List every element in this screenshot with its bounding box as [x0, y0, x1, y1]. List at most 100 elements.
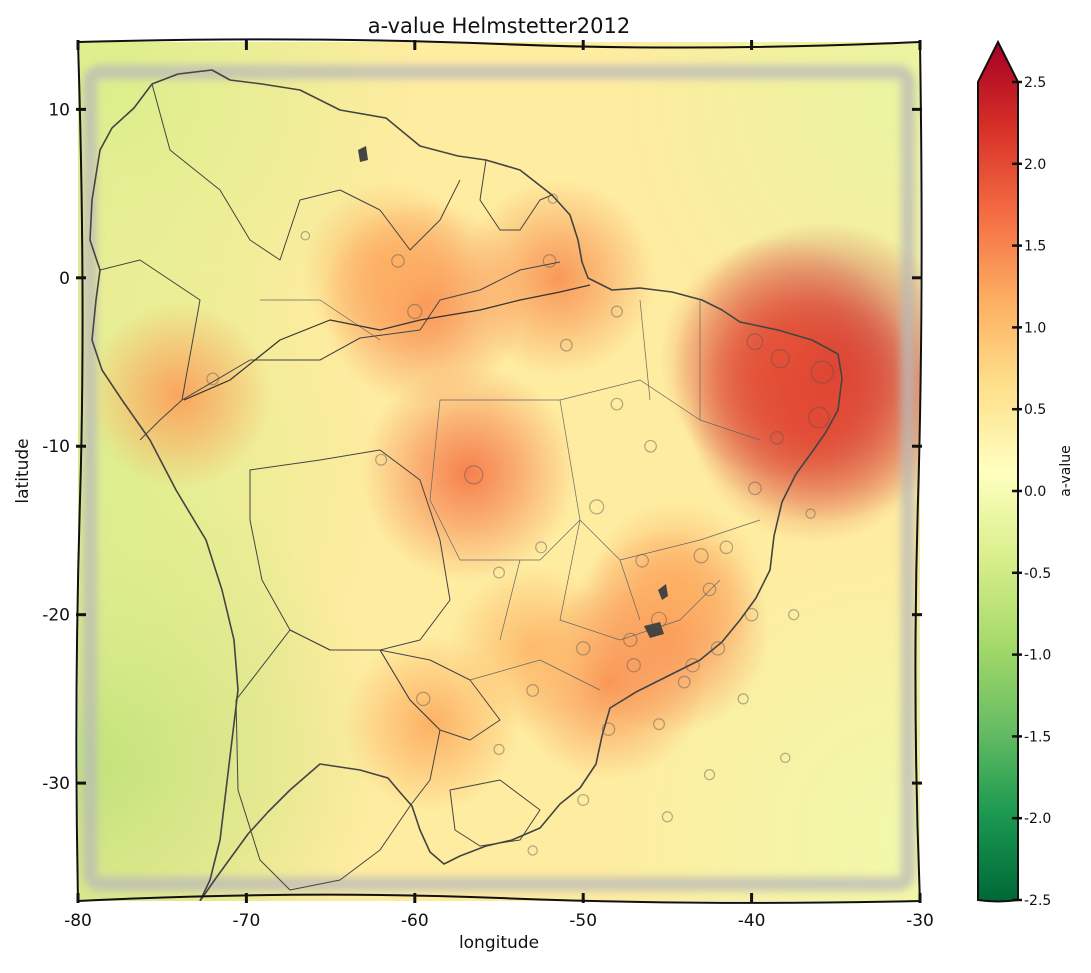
event-marker [535, 541, 548, 554]
hotspot-region [301, 181, 478, 358]
event-marker [748, 481, 762, 496]
event-marker [601, 722, 616, 736]
event-marker [635, 553, 649, 568]
border-peru-ecuador [99, 259, 201, 441]
x-tick-label: -50 [569, 911, 597, 931]
event-marker [770, 431, 784, 445]
hotspot-region [449, 565, 616, 732]
event-marker [644, 439, 657, 453]
event-marker [744, 607, 759, 622]
x-tick-label: -30 [906, 911, 934, 931]
event-marker [464, 465, 484, 485]
colorbar-tick-label: 2.5 [1024, 75, 1046, 91]
colorbar-tick-label: -0.5 [1024, 566, 1051, 582]
border-brazil-west [181, 261, 561, 401]
state-lines [260, 299, 761, 691]
colorbar-tick-label: -2.5 [1024, 893, 1051, 909]
hotspot-region [86, 302, 272, 489]
event-marker [526, 684, 540, 697]
coastline [151, 69, 843, 901]
event-marker [206, 372, 220, 386]
event-marker [770, 349, 790, 369]
event-marker [589, 499, 605, 515]
hotspot-region [361, 365, 576, 581]
y-tick-label: 10 [48, 100, 70, 120]
colorbar-ticks: 2.5 2.0 1.5 1.0 0.5 0.0 -0.5 -1.0 -1.5 -2.0 -2.5 [1012, 75, 1051, 909]
event-marker [652, 718, 665, 731]
andes-west-coast [89, 83, 239, 901]
colorbar-gradient [977, 39, 1019, 903]
y-axis-label: latitude [13, 438, 33, 503]
event-marker [493, 743, 505, 756]
colorbar-tick-label: 0.5 [1024, 402, 1046, 418]
event-marker [577, 793, 590, 806]
event-marker [610, 397, 624, 411]
hotspot-region [587, 501, 764, 678]
event-marker [610, 305, 623, 318]
event-marker [780, 752, 791, 764]
event-marker [719, 540, 734, 555]
hotspot-region [689, 289, 920, 543]
colorbar-tick-label: 2.0 [1024, 157, 1046, 173]
event-marker [493, 566, 506, 579]
colorbar: 2.5 2.0 1.5 1.0 0.5 0.0 -0.5 -1.0 -1.5 -2.0 -2.5 a… [977, 39, 1074, 909]
event-marker [808, 406, 830, 429]
x-tick-label: -80 [64, 911, 92, 931]
low-value-region [603, 533, 920, 901]
x-axis-ticks: -80 -70 -60 -50 -40 -30 [64, 40, 934, 931]
event-marker [805, 508, 816, 519]
colorbar-tick-label: 1.5 [1024, 239, 1046, 255]
event-marker [391, 254, 405, 268]
event-marker [576, 641, 591, 656]
colorbar-tick-label: 1.0 [1024, 320, 1046, 336]
border-guianas [479, 159, 553, 231]
event-marker [407, 303, 423, 320]
event-marker [702, 582, 717, 597]
hotspot-region [460, 180, 656, 376]
event-marker [416, 691, 431, 707]
event-marker [300, 230, 311, 241]
map-vignette-frame [83, 65, 915, 891]
event-marker [677, 675, 691, 689]
event-marker [710, 641, 726, 656]
colorbar-tick-label: 0.0 [1024, 484, 1046, 500]
event-marker [623, 632, 638, 648]
event-marker [746, 333, 764, 351]
event-marker [527, 845, 538, 856]
colorbar-tick-label: -2.0 [1024, 811, 1051, 827]
y-tick-label: -20 [42, 606, 70, 626]
event-marker [547, 193, 559, 204]
x-axis-label: longitude [459, 933, 539, 953]
event-marker [661, 811, 674, 823]
event-marker [650, 611, 667, 628]
event-marker [375, 453, 388, 466]
y-tick-label: -10 [42, 437, 70, 457]
y-tick-label: 0 [59, 269, 70, 289]
event-marker [542, 254, 557, 268]
event-marker [703, 769, 716, 781]
colorbar-tick-label: -1.5 [1024, 729, 1051, 745]
colorbar-label: a-value [1058, 445, 1074, 497]
earthquake-events [206, 193, 834, 856]
x-tick-label: -70 [233, 911, 261, 931]
border-bolivia [249, 449, 451, 651]
chart-title: a-value Helmstetter2012 [368, 14, 630, 38]
y-tick-label: -30 [42, 774, 70, 794]
border-uruguay [449, 779, 541, 847]
border-argentina [235, 629, 441, 891]
event-marker [559, 338, 573, 352]
amazon-river [183, 284, 591, 401]
border-venezuela-colombia [151, 83, 461, 261]
event-marker [626, 657, 641, 673]
event-marker [685, 657, 700, 673]
event-marker [810, 360, 834, 384]
event-marker [788, 609, 800, 621]
y-axis-ticks: 10 0 -10 -20 -30 [42, 100, 922, 794]
colorbar-tick-label: -1.0 [1024, 648, 1051, 664]
event-marker [737, 693, 749, 705]
event-marker [693, 548, 709, 564]
x-tick-label: -60 [401, 911, 429, 931]
